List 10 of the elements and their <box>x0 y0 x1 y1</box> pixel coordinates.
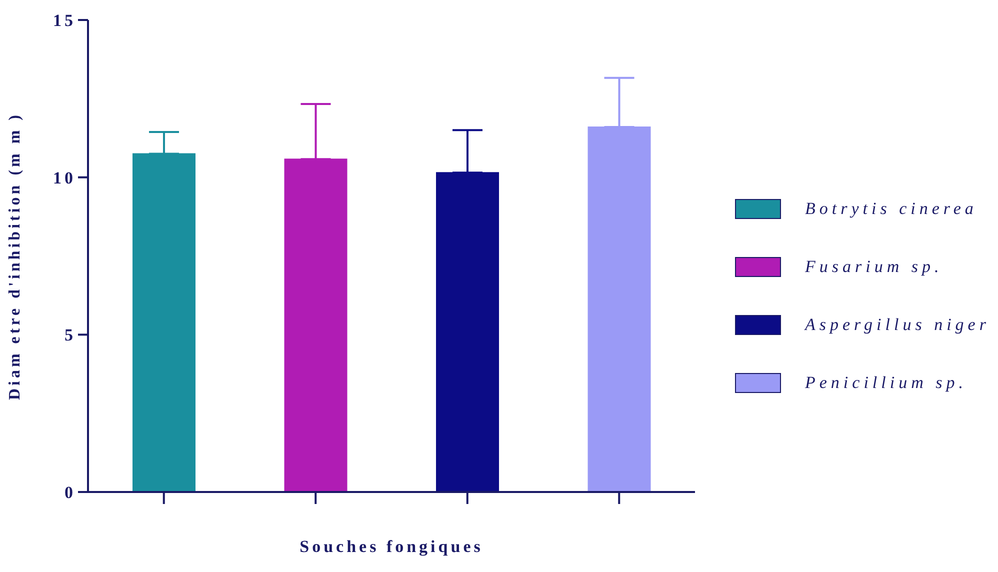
legend-label: Penicillium sp. <box>805 373 967 393</box>
legend-label: Aspergillus niger <box>805 315 990 335</box>
y-tick-label: 15 <box>53 11 76 30</box>
y-tick-label: 5 <box>64 326 76 345</box>
y-axis-title: Diam etre d'inhibition (m m ) <box>6 112 24 400</box>
y-tick-label: 0 <box>64 483 76 502</box>
y-tick-label: 10 <box>53 168 76 188</box>
legend-label: Botrytis cinerea <box>805 199 978 219</box>
x-axis-title: Souches fongiques <box>300 537 484 556</box>
legend-label: Fusarium sp. <box>805 257 943 277</box>
